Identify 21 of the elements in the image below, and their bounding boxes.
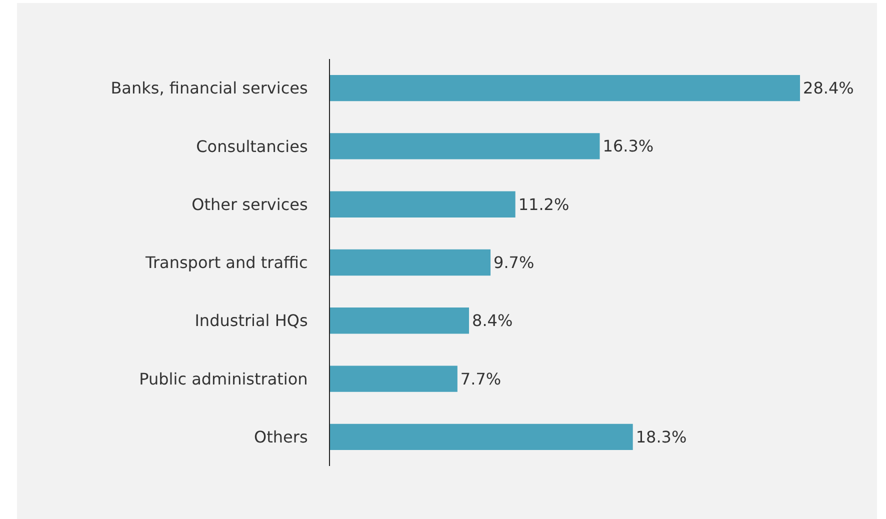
- y-tick-label: Others: [254, 428, 308, 447]
- y-tick-label: Transport and traffic: [144, 253, 308, 272]
- data-label: 7.7%: [460, 369, 502, 388]
- bar: [330, 308, 470, 334]
- bar: [330, 424, 633, 450]
- y-tick-label: Banks, financial services: [110, 78, 308, 98]
- data-label: 9.7%: [494, 253, 534, 272]
- bar: [330, 133, 600, 160]
- y-tick-label: Industrial HQs: [194, 311, 308, 330]
- bar: [330, 366, 458, 392]
- y-tick-label: Public administration: [139, 369, 308, 388]
- data-label: 11.2%: [518, 194, 570, 214]
- bar: [330, 74, 800, 102]
- data-label: 18.3%: [636, 427, 687, 446]
- data-label: 8.4%: [472, 311, 513, 330]
- data-label: 28.4%: [803, 78, 854, 98]
- bar: [330, 191, 516, 218]
- y-tick-label: Other services: [192, 194, 308, 214]
- y-tick-label: Consultancies: [196, 136, 308, 156]
- bar: [330, 249, 491, 276]
- data-label: 16.3%: [602, 136, 654, 156]
